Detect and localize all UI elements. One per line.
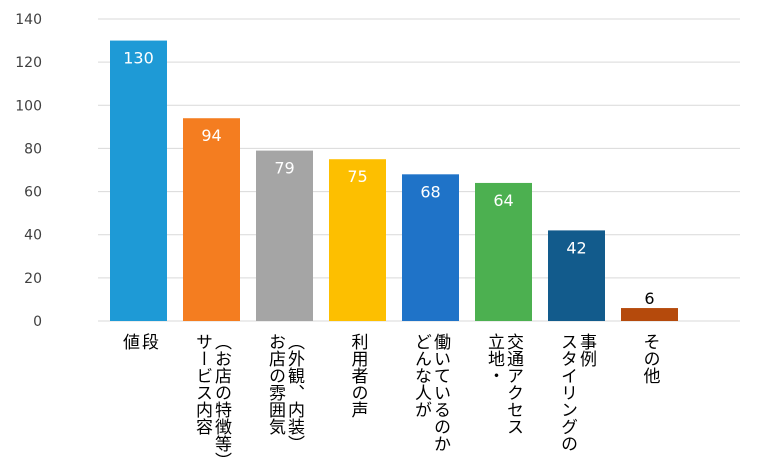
bar xyxy=(475,182,532,321)
category-label: 利用者の声 xyxy=(348,333,369,418)
bar xyxy=(110,40,167,321)
bars xyxy=(110,40,678,321)
data-label: 6 xyxy=(644,289,654,308)
category-label: お店の雰囲気 xyxy=(265,333,286,436)
y-tick-label: 140 xyxy=(15,12,42,28)
bar xyxy=(256,150,313,321)
category-label: その他 xyxy=(640,333,661,384)
bar xyxy=(183,118,240,321)
category-label: 事例 xyxy=(576,333,597,367)
data-label: 75 xyxy=(347,167,367,186)
data-labels: 130 94 79 75 68 64 42 6 xyxy=(123,49,654,308)
y-tick-label: 100 xyxy=(15,98,42,114)
category-labels: 値段 サービス内容 （お店の特徴等） お店の雰囲気 （外観、内装） 利用者の声 どんな人が働… xyxy=(119,333,660,469)
y-tick-label: 80 xyxy=(24,141,42,157)
y-tick-label: 20 xyxy=(24,271,42,287)
category-label: （外観、内装） xyxy=(284,333,305,452)
bar xyxy=(402,174,459,321)
category-label: スタイリングの xyxy=(557,333,577,452)
category-label: （お店の特徴等） xyxy=(211,333,232,469)
category-label: 段 xyxy=(138,333,159,350)
category-label: 交通アクセス xyxy=(503,333,524,435)
category-label: サービス内容 xyxy=(192,333,213,435)
bar xyxy=(621,308,678,321)
y-axis-ticks: 0 20 40 60 80 100 120 140 xyxy=(15,12,42,330)
bar xyxy=(329,159,386,321)
category-label: どんな人が xyxy=(411,333,432,418)
bar xyxy=(548,230,605,321)
data-label: 94 xyxy=(201,126,221,145)
y-tick-label: 120 xyxy=(15,55,42,71)
y-tick-label: 40 xyxy=(24,228,42,244)
category-label: 値 xyxy=(119,333,140,350)
y-tick-label: 0 xyxy=(33,314,42,330)
y-tick-label: 60 xyxy=(24,185,42,201)
category-label: 働いているのか xyxy=(430,333,451,452)
data-label: 42 xyxy=(566,238,586,257)
category-label: 立地・ xyxy=(484,333,505,384)
data-label: 79 xyxy=(274,159,294,178)
data-label: 68 xyxy=(420,182,440,201)
data-label: 64 xyxy=(493,191,513,210)
data-label: 130 xyxy=(123,49,154,68)
